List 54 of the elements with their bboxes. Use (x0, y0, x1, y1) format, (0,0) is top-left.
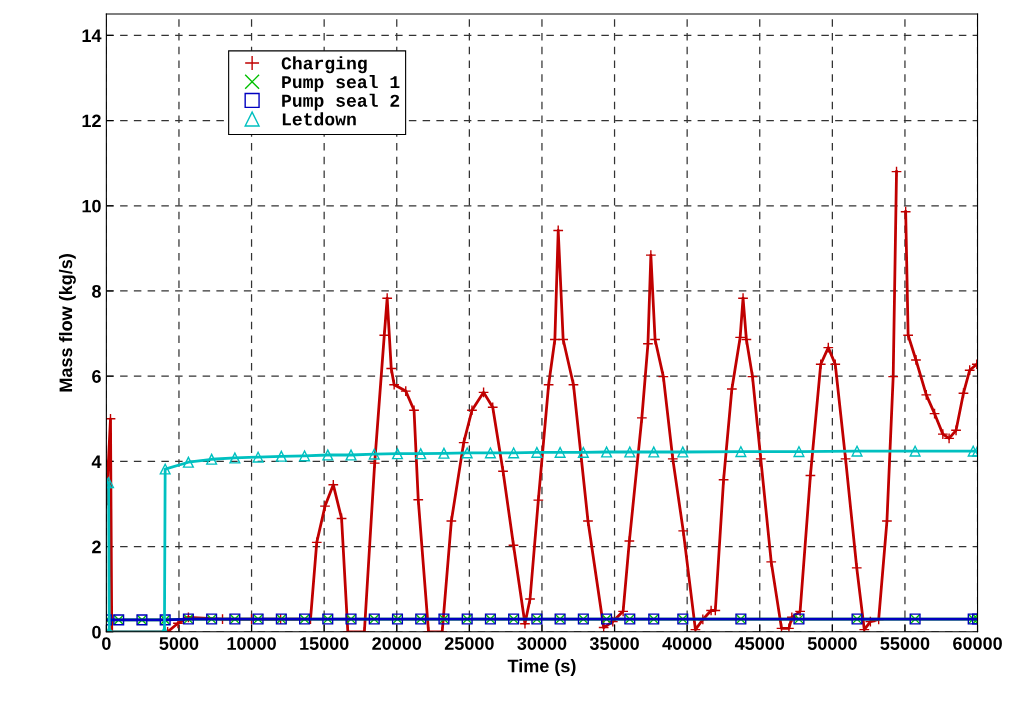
x-tick-label: 5000 (159, 637, 199, 650)
point (229, 452, 241, 464)
x-tick-label: 60000 (953, 637, 1002, 650)
point (368, 448, 380, 460)
point (345, 449, 357, 461)
point (554, 446, 566, 458)
point (322, 449, 334, 461)
x-tick-label: 15000 (300, 637, 349, 650)
x-tick-label: 40000 (662, 637, 712, 650)
y-tick-label: 6 (92, 370, 101, 383)
point (438, 447, 450, 459)
point (299, 450, 311, 462)
y-tick-label: 0 (92, 625, 101, 639)
x-tick-label: 25000 (444, 637, 494, 650)
point (577, 446, 589, 458)
point (677, 446, 689, 458)
point (415, 448, 427, 460)
point (275, 450, 287, 462)
point (601, 446, 613, 458)
x-tick-label: 30000 (517, 637, 567, 650)
point (648, 446, 660, 458)
x-tick-label: 0 (102, 637, 111, 650)
point (159, 463, 171, 475)
legend-label: Charging (281, 56, 367, 74)
y-tick-label: 14 (82, 29, 102, 42)
legend-label: Pump seal 2 (282, 93, 400, 111)
point (252, 451, 264, 463)
point (508, 447, 520, 459)
point (206, 453, 218, 465)
point (391, 448, 404, 460)
point (461, 447, 473, 459)
x-tick-label: 20000 (372, 637, 422, 650)
y-tick-label: 12 (82, 114, 101, 128)
legend-label: Letdown (282, 112, 356, 126)
point (182, 456, 194, 468)
point (735, 446, 747, 458)
x-tick-label: 55000 (880, 637, 930, 650)
point (624, 446, 636, 458)
point (484, 447, 496, 459)
x-axis-title: Time (s) (507, 659, 576, 676)
y-tick-label: 4 (91, 455, 102, 468)
x-tick-label: 45000 (734, 637, 785, 650)
point (909, 445, 921, 457)
y-tick-label: 10 (82, 199, 101, 213)
x-tick-label: 10000 (227, 637, 276, 650)
y-tick-label: 2 (92, 540, 101, 554)
x-tick-label: 35000 (589, 637, 639, 650)
y-axis-title: Mass flow (kg/s) (58, 254, 76, 392)
point (793, 446, 805, 458)
x-tick-label: 50000 (807, 637, 857, 650)
point (851, 445, 863, 457)
y-tick-label: 8 (92, 284, 101, 298)
legend-label: Pump seal 1 (282, 75, 400, 92)
point (531, 446, 543, 458)
